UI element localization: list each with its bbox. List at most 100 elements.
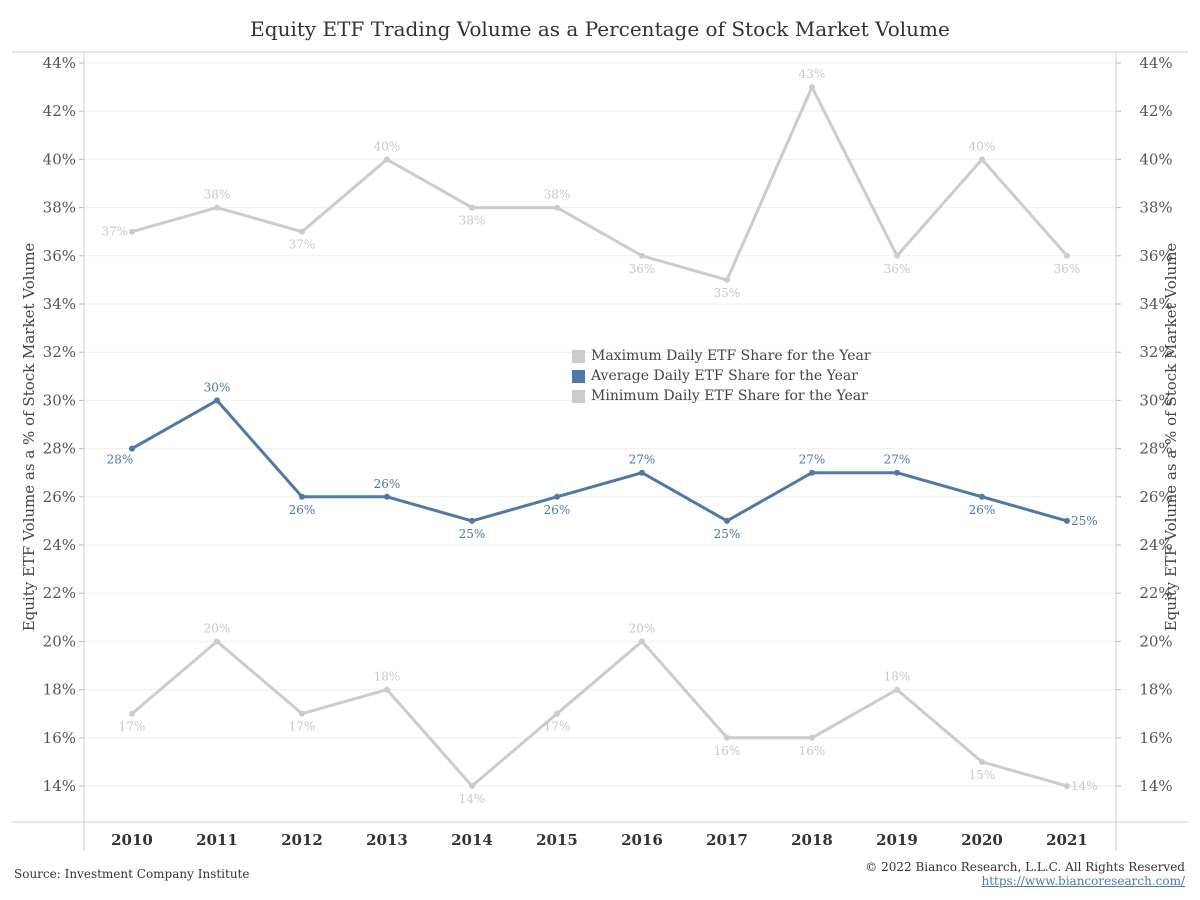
data-point-avg	[639, 469, 645, 476]
data-label-max: 38%	[459, 214, 486, 228]
data-point-max	[554, 204, 560, 211]
legend: Maximum Daily ETF Share for the Year Ave…	[572, 346, 871, 406]
data-label-min: 17%	[119, 720, 146, 734]
y-tick-label-left: 28%	[43, 440, 76, 458]
data-point-max	[894, 252, 900, 259]
data-label-max: 43%	[799, 67, 826, 81]
data-point-min	[1064, 783, 1070, 789]
data-point-max	[809, 84, 815, 91]
data-label-max: 36%	[1054, 262, 1081, 276]
x-tick-label: 2020	[961, 831, 1003, 849]
y-tick-label-right: 32%	[1139, 343, 1172, 361]
y-tick-label-right: 26%	[1139, 488, 1172, 506]
chart-title: Equity ETF Trading Volume as a Percentag…	[250, 17, 950, 41]
x-tick-label: 2019	[876, 831, 918, 849]
x-tick-label: 2021	[1046, 831, 1088, 849]
data-label-avg: 28%	[107, 453, 134, 467]
data-point-max	[469, 204, 475, 211]
x-tick-label: 2012	[281, 831, 323, 849]
data-point-avg	[724, 517, 730, 524]
x-tick-label: 2010	[111, 831, 153, 849]
data-point-min	[724, 734, 730, 741]
legend-item-avg: Average Daily ETF Share for the Year	[572, 366, 871, 386]
data-point-max	[214, 204, 220, 211]
data-point-min	[469, 783, 475, 789]
data-label-max: 38%	[544, 188, 571, 202]
y-axis-title-right: Equity ETF Volume as a % of Stock Market…	[1162, 243, 1180, 632]
y-tick-label-left: 30%	[43, 391, 76, 409]
data-label-avg: 30%	[204, 380, 231, 394]
data-label-min: 16%	[714, 744, 741, 758]
data-label-avg: 25%	[1071, 514, 1098, 528]
y-tick-label-right: 14%	[1139, 777, 1172, 795]
x-tick-label: 2011	[196, 831, 238, 849]
y-tick-label-right: 30%	[1139, 391, 1172, 409]
data-label-avg: 27%	[629, 453, 656, 467]
data-point-min	[639, 638, 645, 645]
y-tick-label-left: 40%	[43, 150, 76, 168]
data-point-min	[299, 710, 305, 717]
data-label-max: 37%	[289, 238, 316, 252]
y-tick-label-right: 16%	[1139, 729, 1172, 747]
y-tick-label-left: 44%	[43, 54, 76, 72]
data-point-avg	[129, 445, 135, 452]
data-point-max	[724, 276, 730, 283]
data-label-avg: 27%	[799, 453, 826, 467]
data-point-avg	[554, 493, 560, 500]
data-label-avg: 26%	[969, 503, 996, 517]
legend-label-max: Maximum Daily ETF Share for the Year	[591, 348, 871, 364]
legend-swatch-max	[572, 349, 585, 363]
data-label-min: 20%	[204, 621, 231, 635]
data-label-min: 17%	[289, 720, 316, 734]
series-line-min	[131, 639, 1068, 788]
data-point-min	[214, 638, 220, 645]
legend-swatch-avg	[572, 369, 585, 383]
footer-credits: © 2022 Bianco Research, L.L.C. All Right…	[865, 860, 1185, 888]
data-label-min: 18%	[884, 670, 911, 684]
data-point-avg	[1064, 517, 1070, 524]
source-note: Source: Investment Company Institute	[14, 867, 250, 881]
legend-item-max: Maximum Daily ETF Share for the Year	[572, 346, 871, 366]
legend-swatch-min	[572, 389, 585, 403]
y-tick-label-right: 40%	[1139, 150, 1172, 168]
data-point-avg	[214, 397, 220, 404]
y-tick-label-left: 18%	[43, 681, 76, 699]
y-tick-label-left: 24%	[43, 536, 76, 554]
y-tick-label-left: 32%	[43, 343, 76, 361]
data-point-max	[639, 252, 645, 259]
data-label-min: 16%	[799, 744, 826, 758]
x-tick-label: 2015	[536, 831, 578, 849]
data-point-max	[129, 228, 135, 235]
y-tick-label-left: 36%	[43, 247, 76, 265]
data-point-max	[299, 228, 305, 235]
x-tick-label: 2014	[451, 831, 493, 849]
data-point-min	[554, 710, 560, 717]
y-tick-label-right: 36%	[1139, 247, 1172, 265]
series-line-avg	[131, 398, 1068, 523]
y-tick-label-left: 26%	[43, 488, 76, 506]
data-point-avg	[894, 469, 900, 476]
legend-item-min: Minimum Daily ETF Share for the Year	[572, 386, 871, 406]
data-label-max: 36%	[629, 262, 656, 276]
data-point-avg	[299, 493, 305, 500]
data-label-min: 18%	[374, 670, 401, 684]
y-tick-label-right: 34%	[1139, 295, 1172, 313]
y-tick-label-left: 42%	[43, 102, 76, 120]
website-link[interactable]: https://www.biancoresearch.com/	[981, 874, 1185, 888]
x-tick-label: 2018	[791, 831, 833, 849]
data-point-min	[979, 758, 985, 765]
data-label-max: 37%	[101, 225, 128, 239]
y-tick-label-left: 16%	[43, 729, 76, 747]
data-label-avg: 27%	[884, 453, 911, 467]
y-tick-label-left: 14%	[43, 777, 76, 795]
data-label-avg: 26%	[544, 503, 571, 517]
data-point-min	[809, 734, 815, 741]
data-label-min: 14%	[1071, 779, 1098, 793]
y-tick-label-right: 38%	[1139, 199, 1172, 217]
copyright-text: © 2022 Bianco Research, L.L.C. All Right…	[865, 860, 1185, 874]
data-point-max	[384, 156, 390, 163]
data-label-avg: 26%	[374, 477, 401, 491]
y-tick-label-left: 34%	[43, 295, 76, 313]
data-point-max	[979, 156, 985, 163]
data-point-avg	[979, 493, 985, 500]
